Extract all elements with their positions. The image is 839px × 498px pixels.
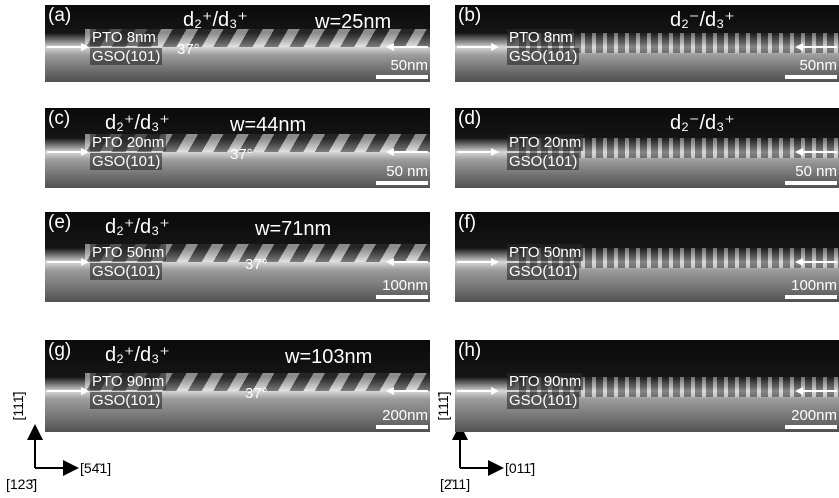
axis-label: [011̄] — [505, 460, 535, 476]
interface-arrows — [45, 340, 430, 432]
interface-arrows — [455, 108, 839, 188]
axis-label: [123̄] — [6, 476, 37, 492]
interface-arrows — [45, 108, 430, 188]
interface-arrows — [455, 212, 839, 302]
axis-label: [111̄] — [10, 386, 26, 426]
axis-label: [2̄11] — [440, 476, 470, 492]
interface-arrows — [45, 5, 430, 82]
interface-arrows — [455, 5, 839, 82]
interface-arrows — [455, 340, 839, 432]
axis-label: [54̄1] — [80, 460, 111, 476]
interface-arrows — [45, 212, 430, 302]
figure: [111̄] [123̄] [54̄1] [111̄] [2̄11] [011̄… — [0, 0, 839, 498]
axis-label: [111̄] — [435, 386, 451, 426]
